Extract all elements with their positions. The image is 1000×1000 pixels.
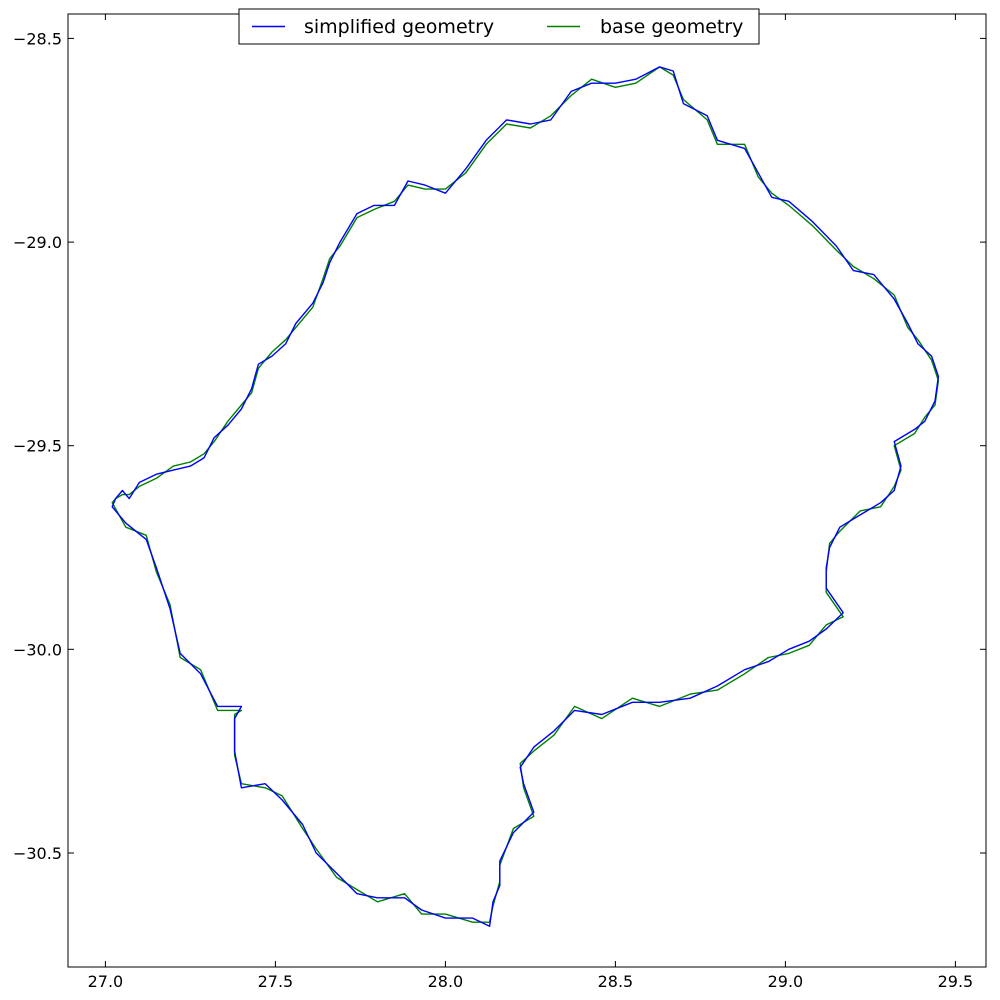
plot-area xyxy=(67,13,987,968)
y-tick-label: −28.5 xyxy=(13,29,62,48)
y-tick-label: −30.5 xyxy=(13,844,62,863)
axis-ticks: 27.0 27.5 28.0 28.5 29.0 29.5 −28.5 −29.0 −29.5 −… xyxy=(13,14,986,991)
legend-label-simplified-geometry: simplified geometry xyxy=(304,16,494,38)
y-tick-label: −29.5 xyxy=(13,437,62,456)
x-tick-label: 27.0 xyxy=(88,972,124,991)
legend-label-base-geometry: base geometry xyxy=(600,16,743,38)
series-layer xyxy=(111,66,940,927)
x-tick-label: 28.0 xyxy=(428,972,464,991)
y-tick-label: −30.0 xyxy=(13,640,62,659)
x-tick-label: 29.5 xyxy=(938,972,974,991)
legend-box xyxy=(238,8,760,45)
legend: simplified geometry base geometry xyxy=(238,8,760,45)
x-tick-label: 28.5 xyxy=(598,972,634,991)
y-tick-label: −29.0 xyxy=(13,233,62,252)
x-tick-label: 27.5 xyxy=(258,972,294,991)
series-line-simplified-geometry xyxy=(111,66,940,927)
x-tick-label: 29.0 xyxy=(768,972,804,991)
